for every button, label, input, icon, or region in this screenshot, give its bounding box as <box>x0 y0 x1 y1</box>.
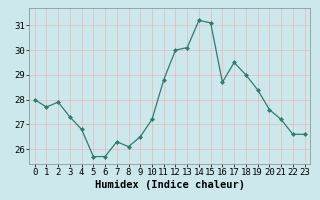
X-axis label: Humidex (Indice chaleur): Humidex (Indice chaleur) <box>95 180 244 190</box>
